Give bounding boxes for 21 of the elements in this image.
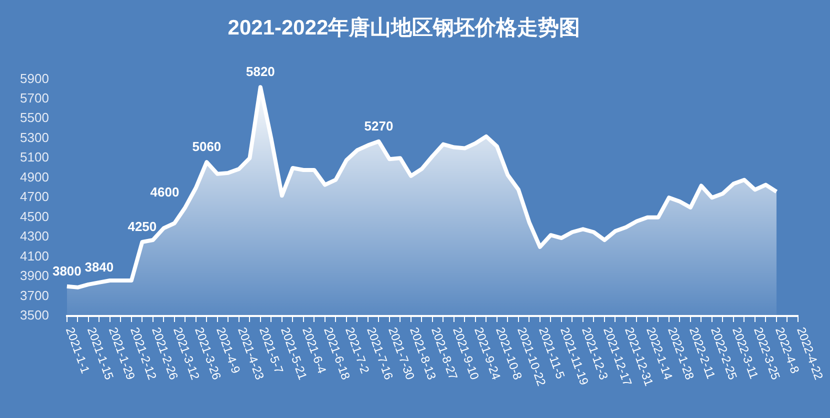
y-tick-label: 4100 bbox=[20, 248, 49, 264]
y-tick-label: 4700 bbox=[20, 189, 49, 204]
y-tick-label: 5700 bbox=[20, 90, 49, 106]
data-label: 4250 bbox=[128, 219, 157, 234]
y-tick-label: 4500 bbox=[20, 208, 49, 224]
data-label: 3800 bbox=[52, 263, 82, 278]
data-label: 5060 bbox=[192, 139, 222, 154]
data-label: 3840 bbox=[84, 260, 114, 275]
y-tick-label: 5300 bbox=[20, 130, 49, 145]
y-tick-label: 5100 bbox=[20, 150, 49, 165]
y-tick-label: 4300 bbox=[20, 228, 49, 244]
data-label: 5270 bbox=[364, 118, 394, 134]
data-label: 5820 bbox=[246, 64, 275, 80]
chart-title: 2021-2022年唐山地区钢坯价格走势图 bbox=[228, 15, 580, 40]
y-tick-label: 5500 bbox=[20, 110, 49, 126]
y-tick-label: 3900 bbox=[20, 268, 49, 284]
y-tick-label: 3500 bbox=[20, 308, 49, 323]
y-tick-label: 5900 bbox=[20, 70, 49, 86]
data-label: 4600 bbox=[150, 184, 180, 200]
y-tick-label: 4900 bbox=[20, 169, 49, 184]
y-tick-label: 3700 bbox=[20, 288, 49, 303]
